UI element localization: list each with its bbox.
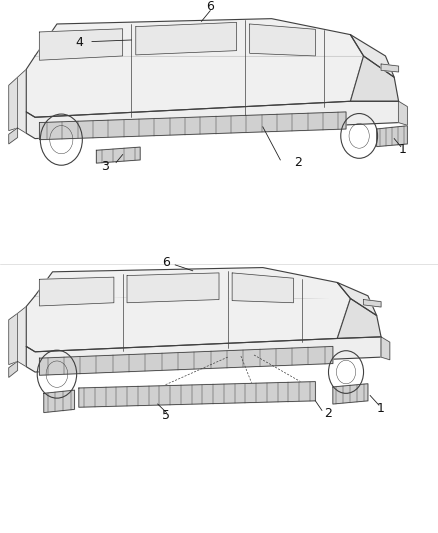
Polygon shape [44, 390, 74, 413]
Polygon shape [39, 346, 333, 375]
Polygon shape [35, 268, 350, 298]
Polygon shape [96, 147, 140, 163]
Polygon shape [364, 300, 381, 307]
Polygon shape [26, 296, 350, 352]
Polygon shape [250, 24, 315, 56]
Polygon shape [26, 101, 399, 139]
Polygon shape [350, 35, 394, 77]
Polygon shape [35, 19, 364, 56]
Polygon shape [9, 313, 18, 365]
Text: 6: 6 [162, 256, 170, 269]
Polygon shape [337, 282, 377, 316]
Text: 1: 1 [377, 402, 385, 415]
Polygon shape [26, 56, 364, 117]
Polygon shape [39, 29, 123, 60]
Polygon shape [350, 56, 399, 101]
Polygon shape [18, 69, 26, 133]
Polygon shape [232, 273, 293, 303]
Polygon shape [136, 22, 237, 55]
Polygon shape [18, 306, 26, 367]
Polygon shape [399, 101, 407, 125]
Polygon shape [39, 112, 346, 140]
Polygon shape [127, 273, 219, 303]
Text: 4: 4 [75, 36, 83, 49]
Polygon shape [39, 277, 114, 306]
Text: 3: 3 [101, 160, 109, 173]
Text: 2: 2 [294, 156, 302, 169]
Text: 2: 2 [325, 407, 332, 419]
Polygon shape [337, 298, 381, 338]
Text: 6: 6 [206, 0, 214, 13]
Polygon shape [333, 384, 368, 404]
Polygon shape [377, 126, 407, 147]
Text: 5: 5 [162, 409, 170, 422]
Polygon shape [9, 128, 18, 144]
Polygon shape [9, 77, 18, 131]
Polygon shape [79, 382, 315, 407]
Text: 1: 1 [399, 143, 407, 156]
Polygon shape [9, 361, 18, 377]
Polygon shape [381, 337, 390, 360]
Polygon shape [381, 64, 399, 72]
Polygon shape [26, 337, 381, 372]
